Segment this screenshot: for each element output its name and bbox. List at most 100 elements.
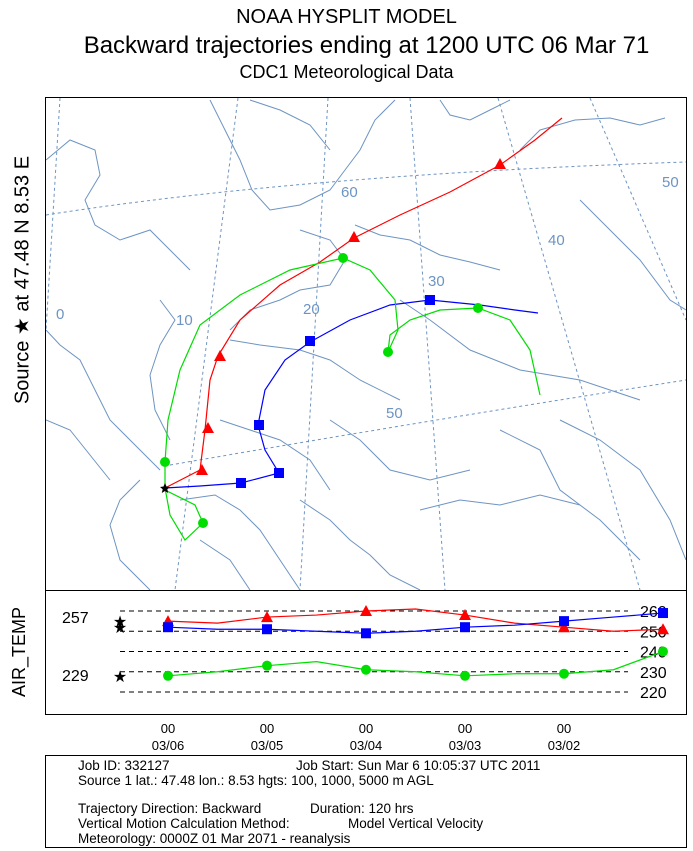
lon-label-50: 50 — [662, 174, 679, 191]
lat-label-60: 60 — [341, 184, 358, 201]
time-date-label: 03/02 — [548, 738, 581, 753]
temp-series-line — [167, 612, 664, 634]
temp-series-marker — [361, 664, 371, 675]
green-marker — [160, 457, 170, 467]
time-hour-label: 00 — [260, 721, 274, 736]
temp-series-marker — [460, 622, 470, 633]
time-hour-label: 00 — [557, 721, 571, 736]
trajectory-direction: Trajectory Direction: Backward — [78, 801, 262, 816]
lon-label-20: 20 — [303, 301, 320, 318]
source-info: Source 1 lat.: 47.48 lon.: 8.53 hgts: 10… — [78, 773, 434, 788]
latitude-line-60 — [46, 161, 686, 216]
temp-series-marker — [262, 660, 272, 671]
time-axis: 00 03/06 00 03/05 00 03/04 00 03/03 00 0… — [152, 721, 581, 753]
temp-series-marker — [658, 646, 668, 657]
temp-series-marker — [559, 616, 569, 627]
map-frame — [45, 97, 687, 591]
temp-tick-labels: 260 250 240 230 220 257 229 — [62, 604, 667, 702]
chart-title: Backward trajectories ending at 1200 UTC… — [83, 32, 650, 59]
red-marker — [196, 464, 208, 475]
temp-series-marker — [559, 668, 569, 679]
vertical-method-value: Model Vertical Velocity — [348, 816, 484, 831]
trajectory-green — [164, 257, 541, 541]
meridian-0 — [46, 98, 61, 331]
meridian-50 — [589, 98, 686, 321]
temp-series-marker — [361, 628, 371, 639]
green-marker — [383, 347, 393, 357]
time-date-label: 03/05 — [251, 738, 284, 753]
left-value-lower: 229 — [62, 668, 89, 685]
temp-series-marker — [460, 670, 470, 681]
trajectory-blue — [164, 299, 539, 489]
meridian-30 — [409, 98, 446, 590]
latitude-line-50 — [169, 379, 686, 466]
left-value-upper: 257 — [62, 610, 89, 627]
red-marker — [202, 422, 214, 433]
lon-label-0: 0 — [56, 306, 64, 323]
temp-grid — [120, 610, 628, 693]
blue-marker — [254, 420, 264, 430]
red-marker — [214, 350, 226, 361]
blue-marker — [305, 336, 315, 346]
ytick-label: 230 — [640, 665, 667, 682]
green-marker — [338, 253, 348, 263]
meteorology-info: Meteorology: 0000Z 01 Mar 2071 - reanaly… — [78, 831, 351, 846]
temp-source-star: ★ — [113, 618, 127, 637]
time-date-label: 03/06 — [152, 738, 185, 753]
temp-series-marker — [657, 623, 669, 635]
temp-series-line — [167, 608, 664, 632]
blue-marker — [274, 468, 284, 478]
trajectory-red — [164, 117, 563, 489]
job-id: Job ID: 332127 — [78, 758, 170, 773]
meridian-40 — [497, 98, 641, 590]
temperature-panel-frame — [45, 590, 687, 715]
lon-label-10: 10 — [176, 312, 193, 329]
temp-series-marker — [459, 609, 471, 621]
temp-source-star: ★ — [113, 612, 127, 631]
graticule — [46, 98, 686, 590]
temp-series-marker — [261, 611, 273, 623]
job-start: Job Start: Sun Mar 6 10:05:37 UTC 2011 — [296, 758, 541, 773]
trajectory-duration: Duration: 120 hrs — [310, 801, 414, 816]
temp-series-marker — [360, 605, 372, 616]
graticule-labels: 60 40 50 30 20 10 0 50 — [56, 174, 679, 422]
red-marker — [494, 158, 506, 169]
temp-series-marker — [163, 670, 173, 681]
temp-series: ★★★ — [113, 605, 669, 686]
model-title: NOAA HYSPLIT MODEL — [236, 6, 457, 28]
temp-source-star: ★ — [113, 667, 127, 686]
trajectory-green-markers — [160, 253, 483, 528]
red-marker — [348, 231, 360, 242]
blue-marker — [425, 295, 435, 305]
time-hour-label: 00 — [161, 721, 175, 736]
time-date-label: 03/04 — [350, 738, 383, 753]
temperature-plot: AIR_TEMP 260 250 240 230 220 257 229 ★★★ — [9, 604, 669, 702]
blue-marker — [236, 478, 246, 488]
temp-series-marker — [262, 624, 272, 635]
vertical-method-label: Vertical Motion Calculation Method: — [78, 816, 290, 831]
map-area: 60 40 50 30 20 10 0 50 — [46, 98, 686, 590]
lon-label-40: 40 — [548, 232, 565, 249]
time-date-label: 03/03 — [449, 738, 482, 753]
meridian-10 — [174, 98, 239, 590]
trajectory-blue-markers — [236, 295, 435, 488]
trajectory-red-markers — [196, 158, 506, 475]
data-source-title: CDC1 Meteorological Data — [239, 62, 454, 82]
info-box-frame — [45, 755, 687, 848]
ytick-label: 220 — [640, 685, 667, 702]
source-star — [160, 483, 170, 493]
temp-axis-label: AIR_TEMP — [9, 607, 30, 697]
temp-series-line — [167, 650, 664, 677]
temp-series-marker — [658, 608, 668, 619]
ytick-label: 250 — [640, 624, 667, 641]
lon-label-30: 30 — [428, 273, 445, 290]
green-marker — [473, 303, 483, 313]
coastlines — [46, 99, 686, 590]
time-hour-label: 00 — [458, 721, 472, 736]
green-marker — [198, 518, 208, 528]
temp-series-marker — [163, 622, 173, 633]
temp-series-marker — [558, 621, 570, 633]
time-hour-label: 00 — [359, 721, 373, 736]
lat-label-50: 50 — [386, 405, 403, 422]
